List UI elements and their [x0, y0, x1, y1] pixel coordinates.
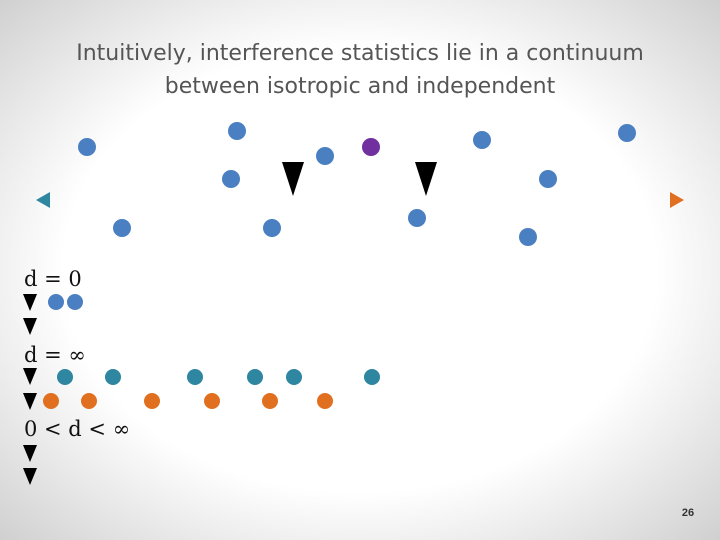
small-triangles — [23, 294, 37, 485]
title-line: between isotropic and independent — [165, 74, 556, 99]
big-triangles — [282, 162, 437, 196]
blue-dots — [78, 122, 636, 246]
teal-dots — [57, 369, 380, 385]
orange-dots — [43, 393, 333, 409]
small-blue-dots — [48, 294, 83, 310]
label: d = ∞ — [24, 343, 86, 367]
continuum-arrow — [36, 192, 684, 208]
label: d = 0 — [24, 267, 82, 291]
label: 0 < d < ∞ — [24, 417, 130, 441]
page-number: 26 — [682, 507, 694, 519]
purple-dot — [362, 138, 380, 156]
title-line: Intuitively, interference statistics lie… — [76, 41, 644, 66]
